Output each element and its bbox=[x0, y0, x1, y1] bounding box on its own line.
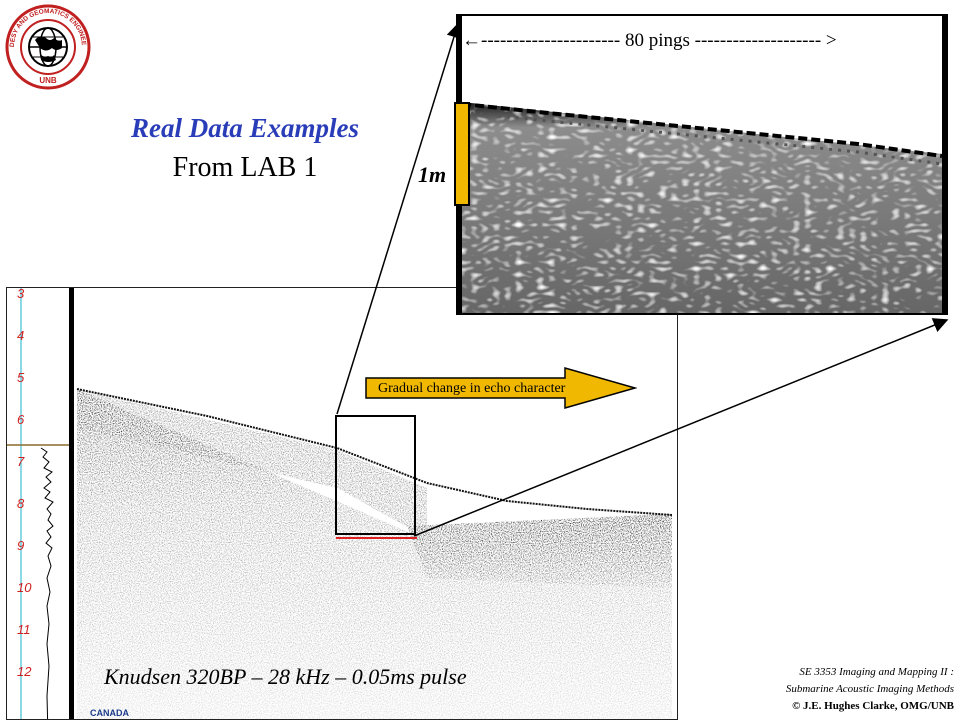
depth-tick: 3 bbox=[17, 287, 25, 301]
instrument-caption: Knudsen 320BP – 28 kHz – 0.05ms pulse bbox=[104, 664, 467, 689]
depth-tick: 11 bbox=[17, 622, 31, 637]
pings-span-label: ←---------------------- 80 pings -------… bbox=[462, 30, 837, 51]
unb-logo: UNB GEODESY AND GEOMATICS ENGINEERING bbox=[1, 0, 92, 90]
inset-echogram-image bbox=[458, 16, 946, 313]
inset-zoom-panel bbox=[456, 14, 948, 315]
scale-label: 1m bbox=[418, 162, 447, 187]
svg-text:UNB: UNB bbox=[39, 76, 57, 85]
canada-label: CANADA bbox=[90, 708, 129, 718]
depth-tick: 4 bbox=[17, 328, 25, 343]
depth-tick: 6 bbox=[17, 412, 25, 427]
callout-label: Gradual change in echo character bbox=[378, 381, 566, 396]
depth-tick: 8 bbox=[17, 496, 25, 511]
depth-tick: 10 bbox=[17, 580, 32, 595]
credit-line-course: SE 3353 Imaging and Mapping II : bbox=[799, 666, 954, 678]
scale-bar bbox=[454, 102, 470, 206]
credit-line-topic: Submarine Acoustic Imaging Methods bbox=[785, 683, 954, 695]
globe-seal-icon: UNB GEODESY AND GEOMATICS ENGINEERING bbox=[1, 0, 91, 90]
echogram-panel: 3 4 5 6 7 8 9 10 11 12 bbox=[6, 287, 678, 720]
depth-tick: 5 bbox=[17, 370, 25, 385]
echogram-image bbox=[7, 288, 673, 719]
depth-tick: 12 bbox=[17, 664, 32, 679]
depth-tick: 7 bbox=[17, 454, 25, 469]
course-credit: SE 3353 Imaging and Mapping II : Submari… bbox=[786, 664, 954, 715]
slide-title: Real Data Examples bbox=[131, 113, 359, 143]
depth-tick: 9 bbox=[17, 538, 25, 553]
credit-line-copyright: © J.E. Hughes Clarke, OMG/UNB bbox=[792, 700, 954, 712]
slide-subtitle: From LAB 1 bbox=[172, 152, 318, 183]
